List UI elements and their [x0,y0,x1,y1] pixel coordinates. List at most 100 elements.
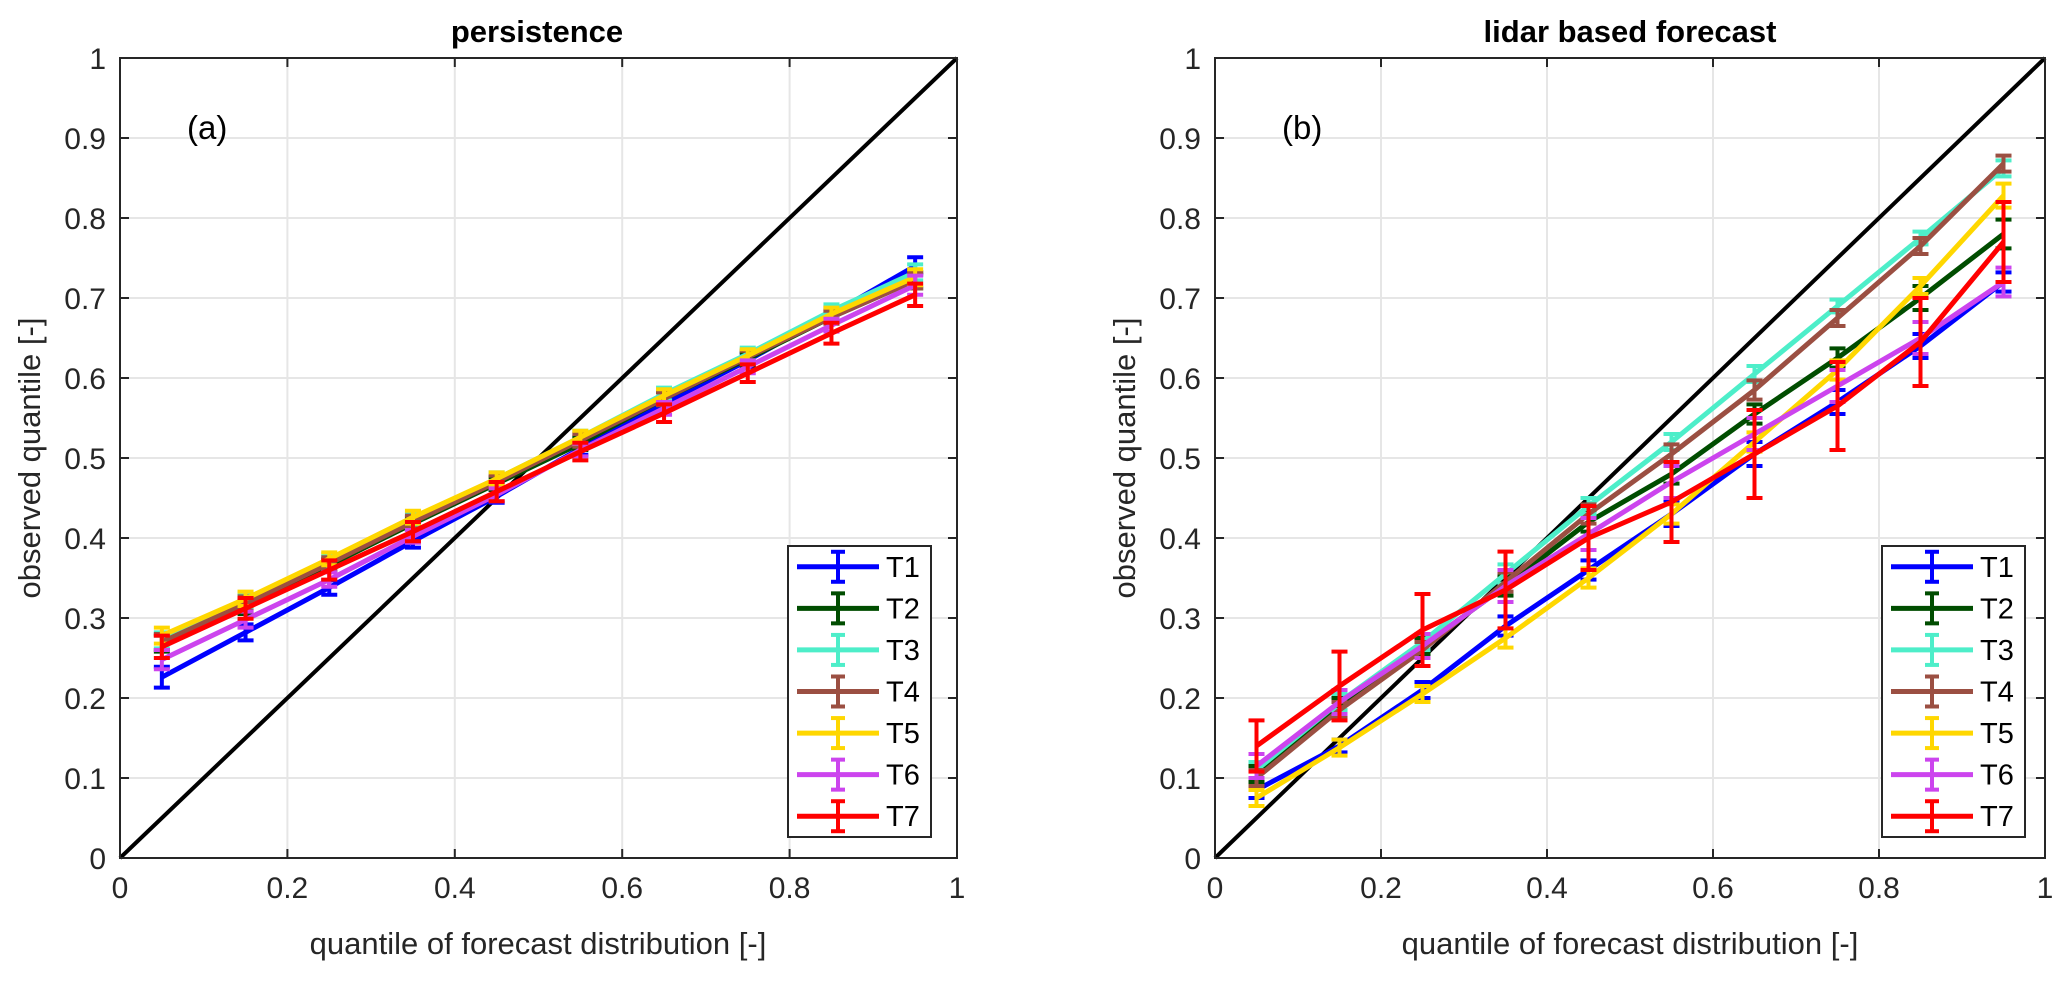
grid [120,58,957,858]
legend-item-t4: T4 [797,674,920,709]
plot-area: 0 0.2 0.4 0.6 0.8 1 0 0.1 0.2 0.3 0.4 0.5 0.6 0.7 0.8 0… [1159,43,2053,905]
legend-label: T2 [886,593,920,625]
series-line [160,292,917,650]
chart-title: lidar based forecast [1484,14,1777,49]
legend-item-t5: T5 [797,716,920,751]
reference-diagonal-line [1213,56,2047,860]
y-tick-label: 0 [89,843,106,876]
error-bar [153,633,170,660]
error-bar [823,320,840,346]
y-tick-label: 0.1 [64,763,106,796]
legend-label: T5 [1980,718,2014,750]
y-tick-label: 0.3 [1159,603,1201,636]
legend-label: T1 [886,552,920,584]
error-bar [488,480,505,504]
error-bar [404,520,421,544]
error-bar [656,402,673,424]
legend-item-t7: T7 [797,799,920,834]
panel-persistence: 0 0.2 0.4 0.6 0.8 1 0 0.1 0.2 0.3 0.4 0.5 0.6 0.7 0.8 0… [12,14,965,961]
legend-item-t7: T7 [1891,799,2014,834]
y-tick-label: 0.1 [1159,763,1201,796]
legend-item-t5: T5 [1891,716,2014,751]
legend: T1 T2 T3 T4 T5 T6 T7 [1881,545,2026,838]
legend-label: T3 [1980,635,2014,667]
series-line [160,274,917,638]
legend-label: T6 [1980,760,2014,792]
legend-label: T2 [1980,593,2014,625]
legend-item-t2: T2 [797,591,920,626]
error-bar [1331,737,1348,758]
y-tick-label: 0.9 [64,123,106,156]
x-tick-label: 0.4 [1526,872,1568,905]
y-tick-label: 0.5 [1159,443,1201,476]
y-tick-label: 0.9 [1159,123,1201,156]
y-tick-label: 0.8 [64,203,106,236]
error-bar [1248,718,1265,774]
series-t7 [1248,200,2012,774]
x-axis-label: quantile of forecast distribution [-] [310,926,767,961]
error-bar [1912,276,1929,296]
series-line [1254,161,2006,780]
panel-lidar-based-forecast: 0 0.2 0.4 0.6 0.8 1 0 0.1 0.2 0.3 0.4 0.5 0.6 0.7 0.8 0… [1107,14,2053,961]
chart-title: persistence [451,14,623,49]
y-tick-label: 0 [1184,843,1201,876]
error-bar [1331,649,1348,723]
x-tick-label: 0.6 [1692,872,1734,905]
error-bar [1497,549,1514,631]
y-axis-label: observed quantile [-] [12,318,47,599]
y-tick-label: 0.8 [1159,203,1201,236]
error-bar [572,440,589,463]
error-bar [1829,308,1846,328]
y-tick-label: 0.2 [1159,683,1201,716]
legend-item-t6: T6 [1891,757,2014,792]
legend-item-t3: T3 [1891,632,2014,667]
y-tick-label: 0.4 [1159,523,1201,556]
x-tick-label: 0.8 [769,872,811,905]
ticks: 0 0.2 0.4 0.6 0.8 1 0 0.1 0.2 0.3 0.4 0.5 0.6 0.7 0.8 0… [1159,43,2053,905]
error-bar [1912,236,1929,256]
series-line [1255,193,2006,801]
x-axis-label: quantile of forecast distribution [-] [1402,926,1859,961]
plot-area: 0 0.2 0.4 0.6 0.8 1 0 0.1 0.2 0.3 0.4 0.5 0.6 0.7 0.8 0… [64,43,965,905]
y-tick-label: 1 [1184,43,1201,76]
legend-label: T1 [1980,552,2014,584]
error-bar [1248,788,1265,808]
y-tick-label: 0.6 [64,363,106,396]
panel-label: (b) [1282,109,1322,146]
legend-label: T7 [1980,801,2014,833]
legend: T1 T2 T3 T4 T5 T6 T7 [787,545,932,838]
error-bar [1663,460,1680,544]
series-t7 [153,281,924,660]
error-bar [1414,684,1431,704]
legend-item-t4: T4 [1891,674,2014,709]
error-bar [1912,296,1929,388]
y-tick-label: 0.4 [64,523,106,556]
x-tick-label: 0.4 [434,872,476,905]
error-bar [1746,408,1763,500]
error-bar [1746,378,1763,402]
y-tick-label: 0.6 [1159,363,1201,396]
x-tick-label: 0.2 [267,872,309,905]
error-bar [1995,200,2012,284]
panel-label: (a) [187,109,227,146]
legend-item-t3: T3 [797,632,920,667]
x-tick-label: 0 [112,872,129,905]
ticks: 0 0.2 0.4 0.6 0.8 1 0 0.1 0.2 0.3 0.4 0.5 0.6 0.7 0.8 0… [64,43,965,905]
legend-item-t1: T1 [1891,549,2014,584]
x-tick-label: 1 [2037,872,2054,905]
legend-item-t6: T6 [797,757,920,792]
x-tick-label: 0 [1207,872,1224,905]
error-bar [1414,592,1431,668]
legend-label: T7 [886,801,920,833]
error-bar [907,281,924,308]
x-tick-label: 0.8 [1858,872,1900,905]
x-tick-label: 1 [949,872,966,905]
y-tick-label: 0.3 [64,603,106,636]
y-tick-label: 1 [89,43,106,76]
legend-label: T5 [886,718,920,750]
x-tick-label: 0.2 [1360,872,1402,905]
error-bar [1580,504,1597,572]
legend-label: T4 [1980,677,2014,709]
error-bar [1829,360,1846,452]
